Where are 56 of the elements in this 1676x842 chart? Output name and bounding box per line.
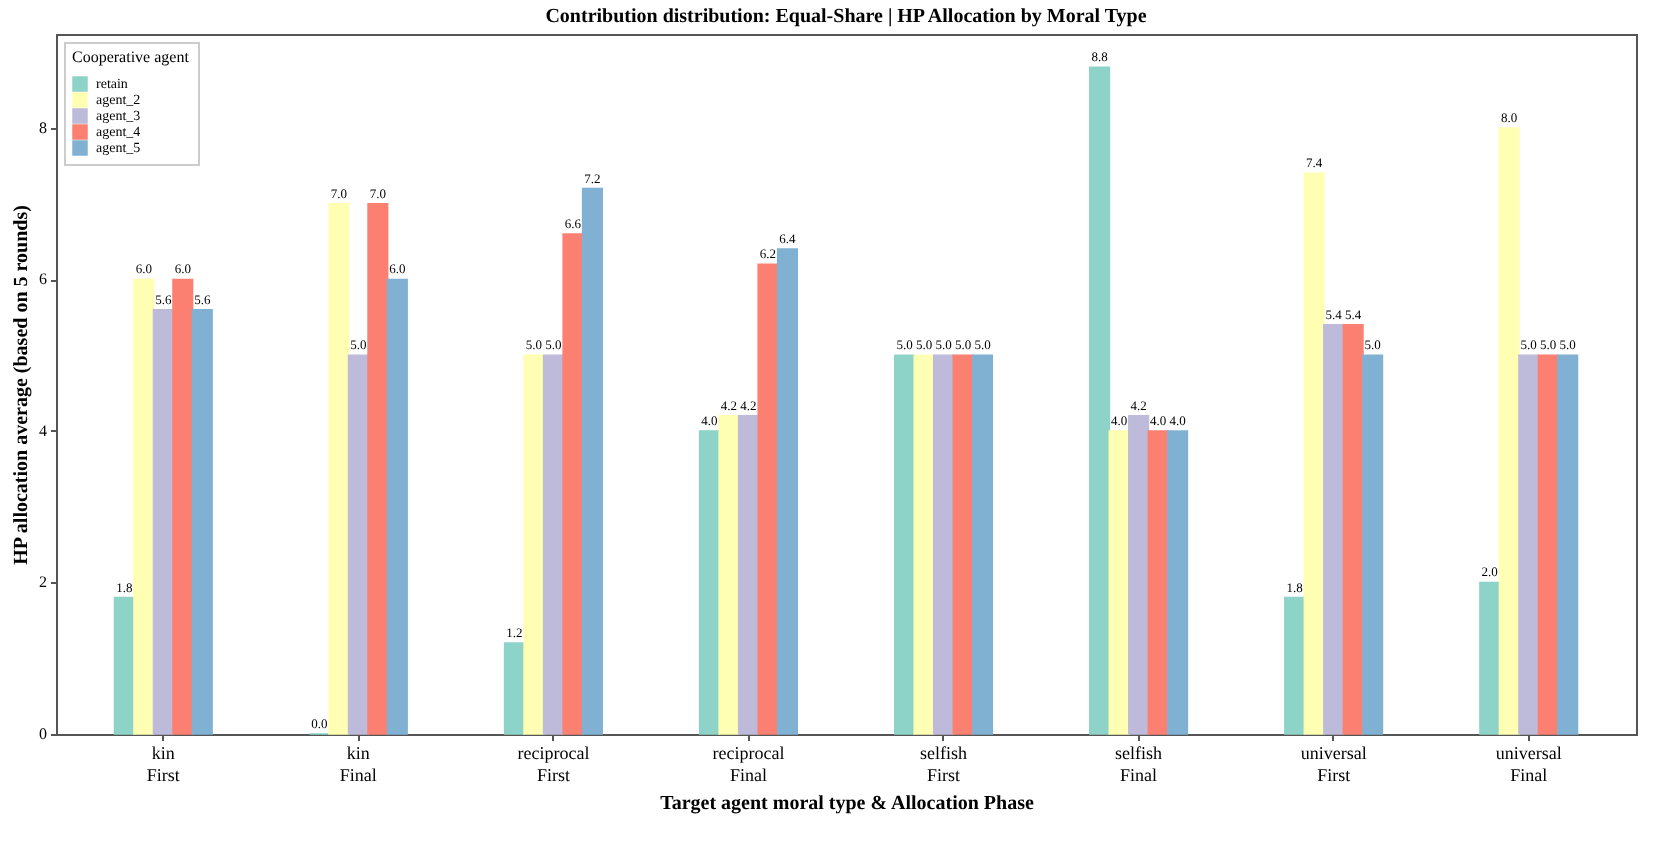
- bar: [523, 354, 545, 735]
- bar: [191, 308, 213, 735]
- x-tick-label: reciprocal Final: [712, 743, 786, 785]
- bar: [152, 308, 174, 735]
- bar: [1557, 354, 1579, 735]
- bar: [1537, 354, 1559, 735]
- bar: [386, 278, 408, 735]
- y-axis-title: HP allocation average (based on 5 rounds): [11, 205, 33, 565]
- bar: [562, 233, 584, 735]
- bar: [1323, 324, 1345, 735]
- x-tick-label: selfish Final: [1115, 743, 1164, 785]
- bar: [1089, 66, 1111, 735]
- y-tick-label: 0: [39, 725, 47, 743]
- x-tick-label: reciprocal First: [517, 743, 591, 785]
- x-tick-label: selfish First: [920, 743, 969, 785]
- chart-title: Contribution distribution: Equal-Share | HP Allocation by Moral Type: [545, 6, 1148, 28]
- bar: [1303, 172, 1325, 735]
- y-tick-label: 8: [39, 118, 47, 137]
- y-tick-label: 2: [39, 573, 47, 592]
- bar: [1498, 127, 1520, 735]
- bar: [328, 202, 350, 735]
- bar: [952, 354, 974, 735]
- x-tick-label: kin First: [146, 743, 181, 785]
- bar: [113, 596, 135, 735]
- x-tick-label: universal Final: [1495, 743, 1563, 785]
- bar: [581, 187, 603, 735]
- bar: [133, 278, 155, 735]
- bar: [1362, 354, 1384, 735]
- bar: [1108, 430, 1130, 735]
- bar: [1128, 415, 1150, 735]
- bar: [1342, 324, 1364, 735]
- bar: [698, 430, 721, 735]
- x-tick-label: universal First: [1300, 743, 1368, 785]
- bar: [757, 263, 779, 735]
- bar: [971, 354, 994, 735]
- bar: [776, 248, 799, 735]
- bar: [913, 354, 935, 735]
- bar: [1479, 581, 1501, 735]
- bar: [893, 354, 916, 735]
- bar: [542, 354, 564, 735]
- y-tick-label: 4: [39, 421, 47, 440]
- bar: [172, 278, 194, 735]
- bar: [347, 354, 369, 735]
- bar: [932, 354, 955, 735]
- bar: [1147, 430, 1169, 735]
- bar: [718, 415, 740, 735]
- bar: [1518, 354, 1540, 735]
- bar: [737, 415, 760, 735]
- y-tick-label: 6: [39, 270, 47, 289]
- legend-title: Cooperative agent: [72, 48, 191, 66]
- bar: [367, 202, 389, 735]
- bar: [1167, 430, 1189, 735]
- bar: [1284, 596, 1306, 735]
- x-axis-title: Target agent moral type & Allocation Phase: [660, 793, 1035, 815]
- x-tick-label: kin Final: [339, 743, 378, 785]
- bar: [503, 642, 525, 735]
